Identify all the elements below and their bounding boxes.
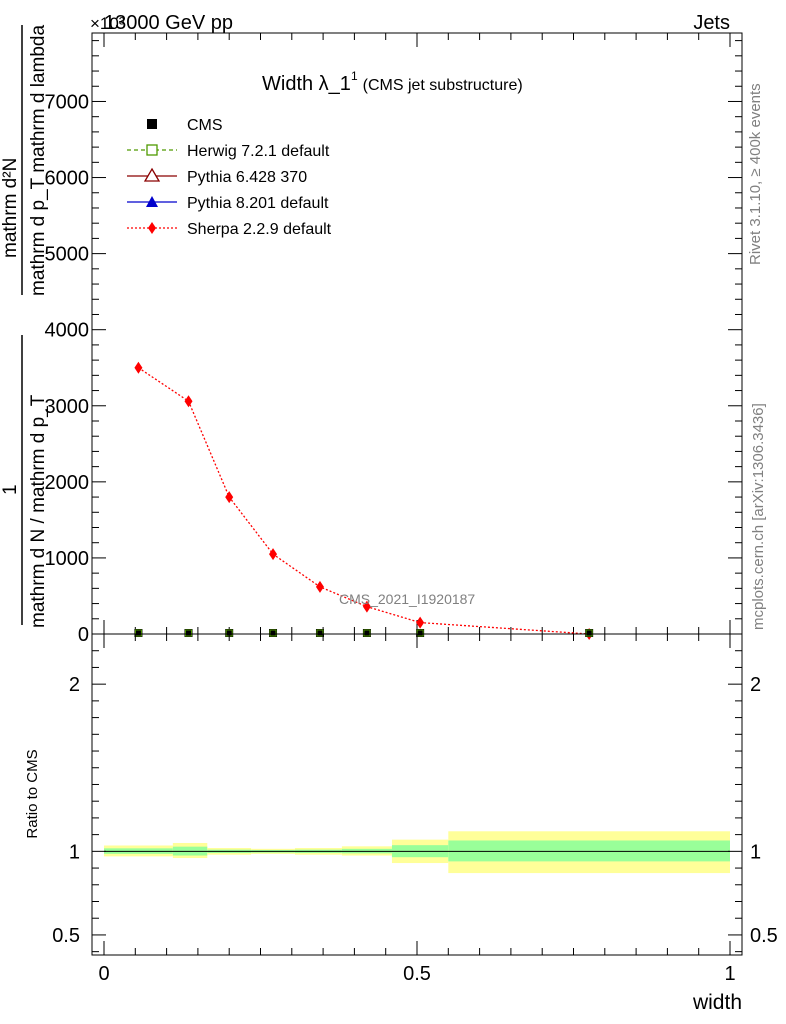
ylabel-numerator: mathrm d²N: [0, 158, 21, 258]
legend-entry: CMS: [147, 117, 223, 134]
main-ytick-label: 6000: [45, 168, 90, 190]
rivet-label: Rivet 3.1.10, ≥ 400k events: [747, 83, 764, 265]
main-ytick-label: 7000: [45, 91, 90, 113]
ratio-frame: [91, 633, 743, 956]
category-label: Jets: [693, 12, 730, 34]
main-ytick-label: 0: [78, 624, 89, 646]
cms-point: [315, 629, 324, 637]
legend-entry: Sherpa 2.2.9 default: [127, 221, 332, 238]
energy-label: 13000 GeV pp: [104, 12, 233, 34]
ratio-ytick-label-right: 2: [750, 674, 761, 696]
ratio-ylabel: Ratio to CMS: [24, 749, 41, 838]
ratio-ytick-label-right: 0.5: [750, 925, 778, 947]
herwig-point: [134, 629, 142, 637]
xlabel: width: [692, 991, 742, 1014]
cms-point: [416, 629, 425, 637]
sherpa-point: [315, 580, 324, 593]
herwig-point: [185, 629, 193, 637]
ylabel-denominator: mathrm d p_T mathrm d lambda: [28, 25, 49, 296]
main-ytick-label: 1000: [45, 548, 90, 570]
main-ytick-label: 2000: [45, 472, 90, 494]
legend-entry: Pythia 8.201 default: [127, 195, 329, 212]
legend-entry: Herwig 7.2.1 default: [127, 143, 330, 160]
legend-marker: [146, 144, 158, 156]
legend: CMS Herwig 7.2.1 default Pythia 6.428 370 P…: [127, 117, 332, 238]
analysis-watermark: CMS_2021_I1920187: [339, 591, 475, 607]
main-ytick-label: 5000: [45, 244, 90, 266]
legend-entry: Pythia 6.428 370: [127, 167, 307, 186]
main-ylabel: mathrm d²N mathrm d p_T mathrm d lambda …: [0, 25, 49, 628]
ratio-ytick-label: 1: [69, 841, 80, 863]
sherpa-line: [138, 367, 590, 635]
plot-title: Width λ_11 (CMS jet substructure): [262, 69, 523, 95]
herwig-point: [416, 629, 424, 637]
ratio-bands: [104, 831, 730, 874]
sherpa-point: [184, 395, 193, 408]
ratio-panel: 0.5 0.51 12 2 0 0.5 1 Ratio to CMS width: [24, 633, 778, 1014]
legend-marker: [146, 196, 158, 207]
cms-series: [134, 629, 594, 637]
legend-label: Pythia 6.428 370: [187, 169, 307, 186]
sherpa-point: [134, 361, 143, 374]
plot-title-suffix: (CMS jet substructure): [363, 77, 523, 94]
plot-title-superscript: 1: [351, 69, 358, 83]
ratio-ytick-label-right: 1: [750, 841, 761, 863]
sherpa-point: [269, 548, 278, 561]
ratio-xtick-label: 0: [98, 963, 109, 985]
ylabel-prefix-denominator: mathrm d N / mathrm d p_T: [28, 394, 49, 628]
legend-marker: [147, 119, 157, 129]
legend-label: Sherpa 2.2.9 default: [187, 221, 332, 238]
cms-point: [134, 629, 143, 637]
ratio-ytick-label: 2: [69, 674, 80, 696]
cms-point: [269, 629, 278, 637]
herwig-point: [585, 629, 593, 637]
main-ytick-label: 3000: [45, 396, 90, 418]
legend-label: CMS: [187, 117, 223, 134]
herwig-point: [316, 629, 324, 637]
cms-point: [585, 629, 594, 637]
ratio-xtick-label: 0.5: [403, 963, 431, 985]
legend-label: Herwig 7.2.1 default: [187, 143, 330, 160]
plot-title-main: Width λ_1: [262, 73, 351, 95]
sherpa-point: [416, 616, 425, 629]
ratio-ytick-label: 0.5: [52, 925, 80, 947]
herwig-point: [363, 629, 371, 637]
cms-point: [184, 629, 193, 637]
legend-marker: [143, 167, 161, 182]
cms-point: [225, 629, 234, 637]
main-y-ticks: 0 1000 2000 3000 4000 5000 6000 7000: [45, 40, 742, 646]
main-ytick-label: 4000: [45, 320, 90, 342]
legend-marker: [148, 222, 156, 234]
legend-label: Pythia 8.201 default: [187, 195, 329, 212]
ratio-xtick-label: 1: [724, 963, 735, 985]
sherpa-point: [225, 491, 234, 504]
ratio-ticks: 0 0.5 1: [98, 634, 736, 985]
ratio-axes: 0.5 0.5 1 1 2 2: [52, 633, 778, 956]
y-exponent-label: ×10³: [90, 14, 125, 33]
ylabel-prefix-numerator: 1: [0, 484, 21, 495]
cms-point: [362, 629, 371, 637]
sherpa-point: [362, 600, 371, 613]
herwig-point: [269, 629, 277, 637]
mcplots-label: mcplots.cern.ch [arXiv:1306.3436]: [750, 403, 767, 630]
